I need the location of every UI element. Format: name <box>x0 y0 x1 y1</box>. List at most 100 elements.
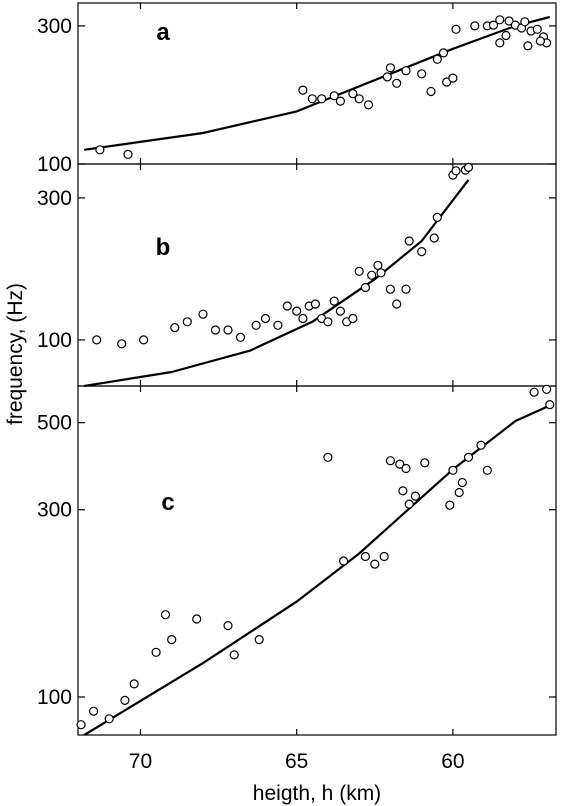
chart-panels: 100 300 a 100 300 b 100 300 500 c <box>37 2 557 736</box>
data-point <box>104 714 114 724</box>
data-point <box>504 16 514 26</box>
data-point <box>401 463 411 474</box>
data-point <box>370 559 380 569</box>
data-point <box>410 491 420 501</box>
fit-curve <box>84 15 551 151</box>
data-point <box>323 317 333 327</box>
data-point <box>120 695 130 706</box>
data-point <box>429 233 439 243</box>
data-point <box>395 459 405 469</box>
data-point <box>317 94 327 104</box>
data-point <box>360 282 370 293</box>
data-point <box>307 94 317 104</box>
data-point <box>210 325 221 335</box>
data-point <box>454 487 464 498</box>
data-point <box>488 20 499 30</box>
data-point <box>335 306 345 316</box>
data-point <box>398 486 408 496</box>
data-point <box>123 149 133 159</box>
data-point <box>541 384 552 394</box>
y-tick-label: 100 <box>37 686 72 709</box>
data-point <box>348 89 358 99</box>
data-point <box>223 620 233 631</box>
data-point <box>339 556 349 566</box>
data-point <box>329 296 339 306</box>
data-point <box>170 323 180 333</box>
y-tick-label: 500 <box>37 412 72 435</box>
data-point <box>470 21 480 31</box>
data-point <box>417 69 427 79</box>
data-point <box>354 94 364 104</box>
data-point <box>545 400 555 410</box>
data-point <box>401 284 411 294</box>
x-tick-label: 60 <box>441 750 464 773</box>
data-point <box>382 72 392 82</box>
data-point <box>139 335 149 345</box>
data-point <box>360 551 370 562</box>
data-point <box>129 679 139 689</box>
data-point <box>482 465 492 475</box>
data-point <box>404 499 414 509</box>
data-point <box>448 465 458 475</box>
data-point <box>532 24 542 34</box>
y-tick-label: 100 <box>37 329 72 352</box>
data-point <box>438 48 449 58</box>
x-tick-label: 65 <box>285 750 308 773</box>
data-point <box>373 260 383 270</box>
y-tick-label: 300 <box>37 499 72 522</box>
data-point <box>520 17 530 27</box>
data-point <box>354 266 364 276</box>
data-point <box>535 36 546 46</box>
data-point <box>117 339 127 349</box>
x-axis-label: heigth, h (km) <box>253 782 381 805</box>
fit-curve <box>84 179 470 388</box>
data-point <box>182 317 192 327</box>
data-point <box>298 85 308 95</box>
data-point <box>432 54 442 64</box>
data-point <box>251 320 261 330</box>
data-point <box>348 313 358 324</box>
x-axis: 70 65 60 <box>129 750 465 773</box>
data-point <box>76 720 86 730</box>
data-point <box>495 38 505 48</box>
data-point <box>167 634 177 645</box>
panel-c: 100 300 500 c <box>37 384 557 736</box>
data-point <box>335 96 345 106</box>
data-point <box>451 24 461 34</box>
panel-b: 100 300 b <box>37 162 557 388</box>
data-point <box>501 30 511 41</box>
data-point <box>254 634 264 645</box>
data-point <box>392 78 402 88</box>
data-point <box>426 86 436 97</box>
data-point <box>432 212 442 222</box>
data-point <box>235 332 246 342</box>
data-point <box>417 247 427 257</box>
data-point <box>229 650 239 660</box>
data-point <box>448 73 458 83</box>
data-point <box>463 162 474 172</box>
panel-frame <box>77 385 557 736</box>
panel-letter: b <box>156 234 171 261</box>
fit-curve <box>83 405 548 736</box>
data-point <box>385 284 395 294</box>
data-point <box>457 477 467 488</box>
data-point <box>420 458 430 468</box>
data-point <box>323 452 333 462</box>
panel-frame <box>77 163 557 387</box>
data-point <box>476 440 486 450</box>
data-point <box>523 41 533 51</box>
data-point <box>529 387 539 397</box>
y-tick-label: 300 <box>37 15 72 38</box>
data-point <box>445 500 455 510</box>
data-point <box>192 614 202 624</box>
data-point <box>95 145 105 155</box>
data-point <box>310 299 320 309</box>
data-point <box>463 452 474 462</box>
data-point <box>392 299 402 309</box>
data-point <box>367 270 377 280</box>
data-point <box>198 309 208 319</box>
data-point <box>92 335 102 345</box>
data-point <box>451 166 461 176</box>
panel-a: 100 300 a <box>37 2 557 176</box>
data-point <box>151 647 161 657</box>
